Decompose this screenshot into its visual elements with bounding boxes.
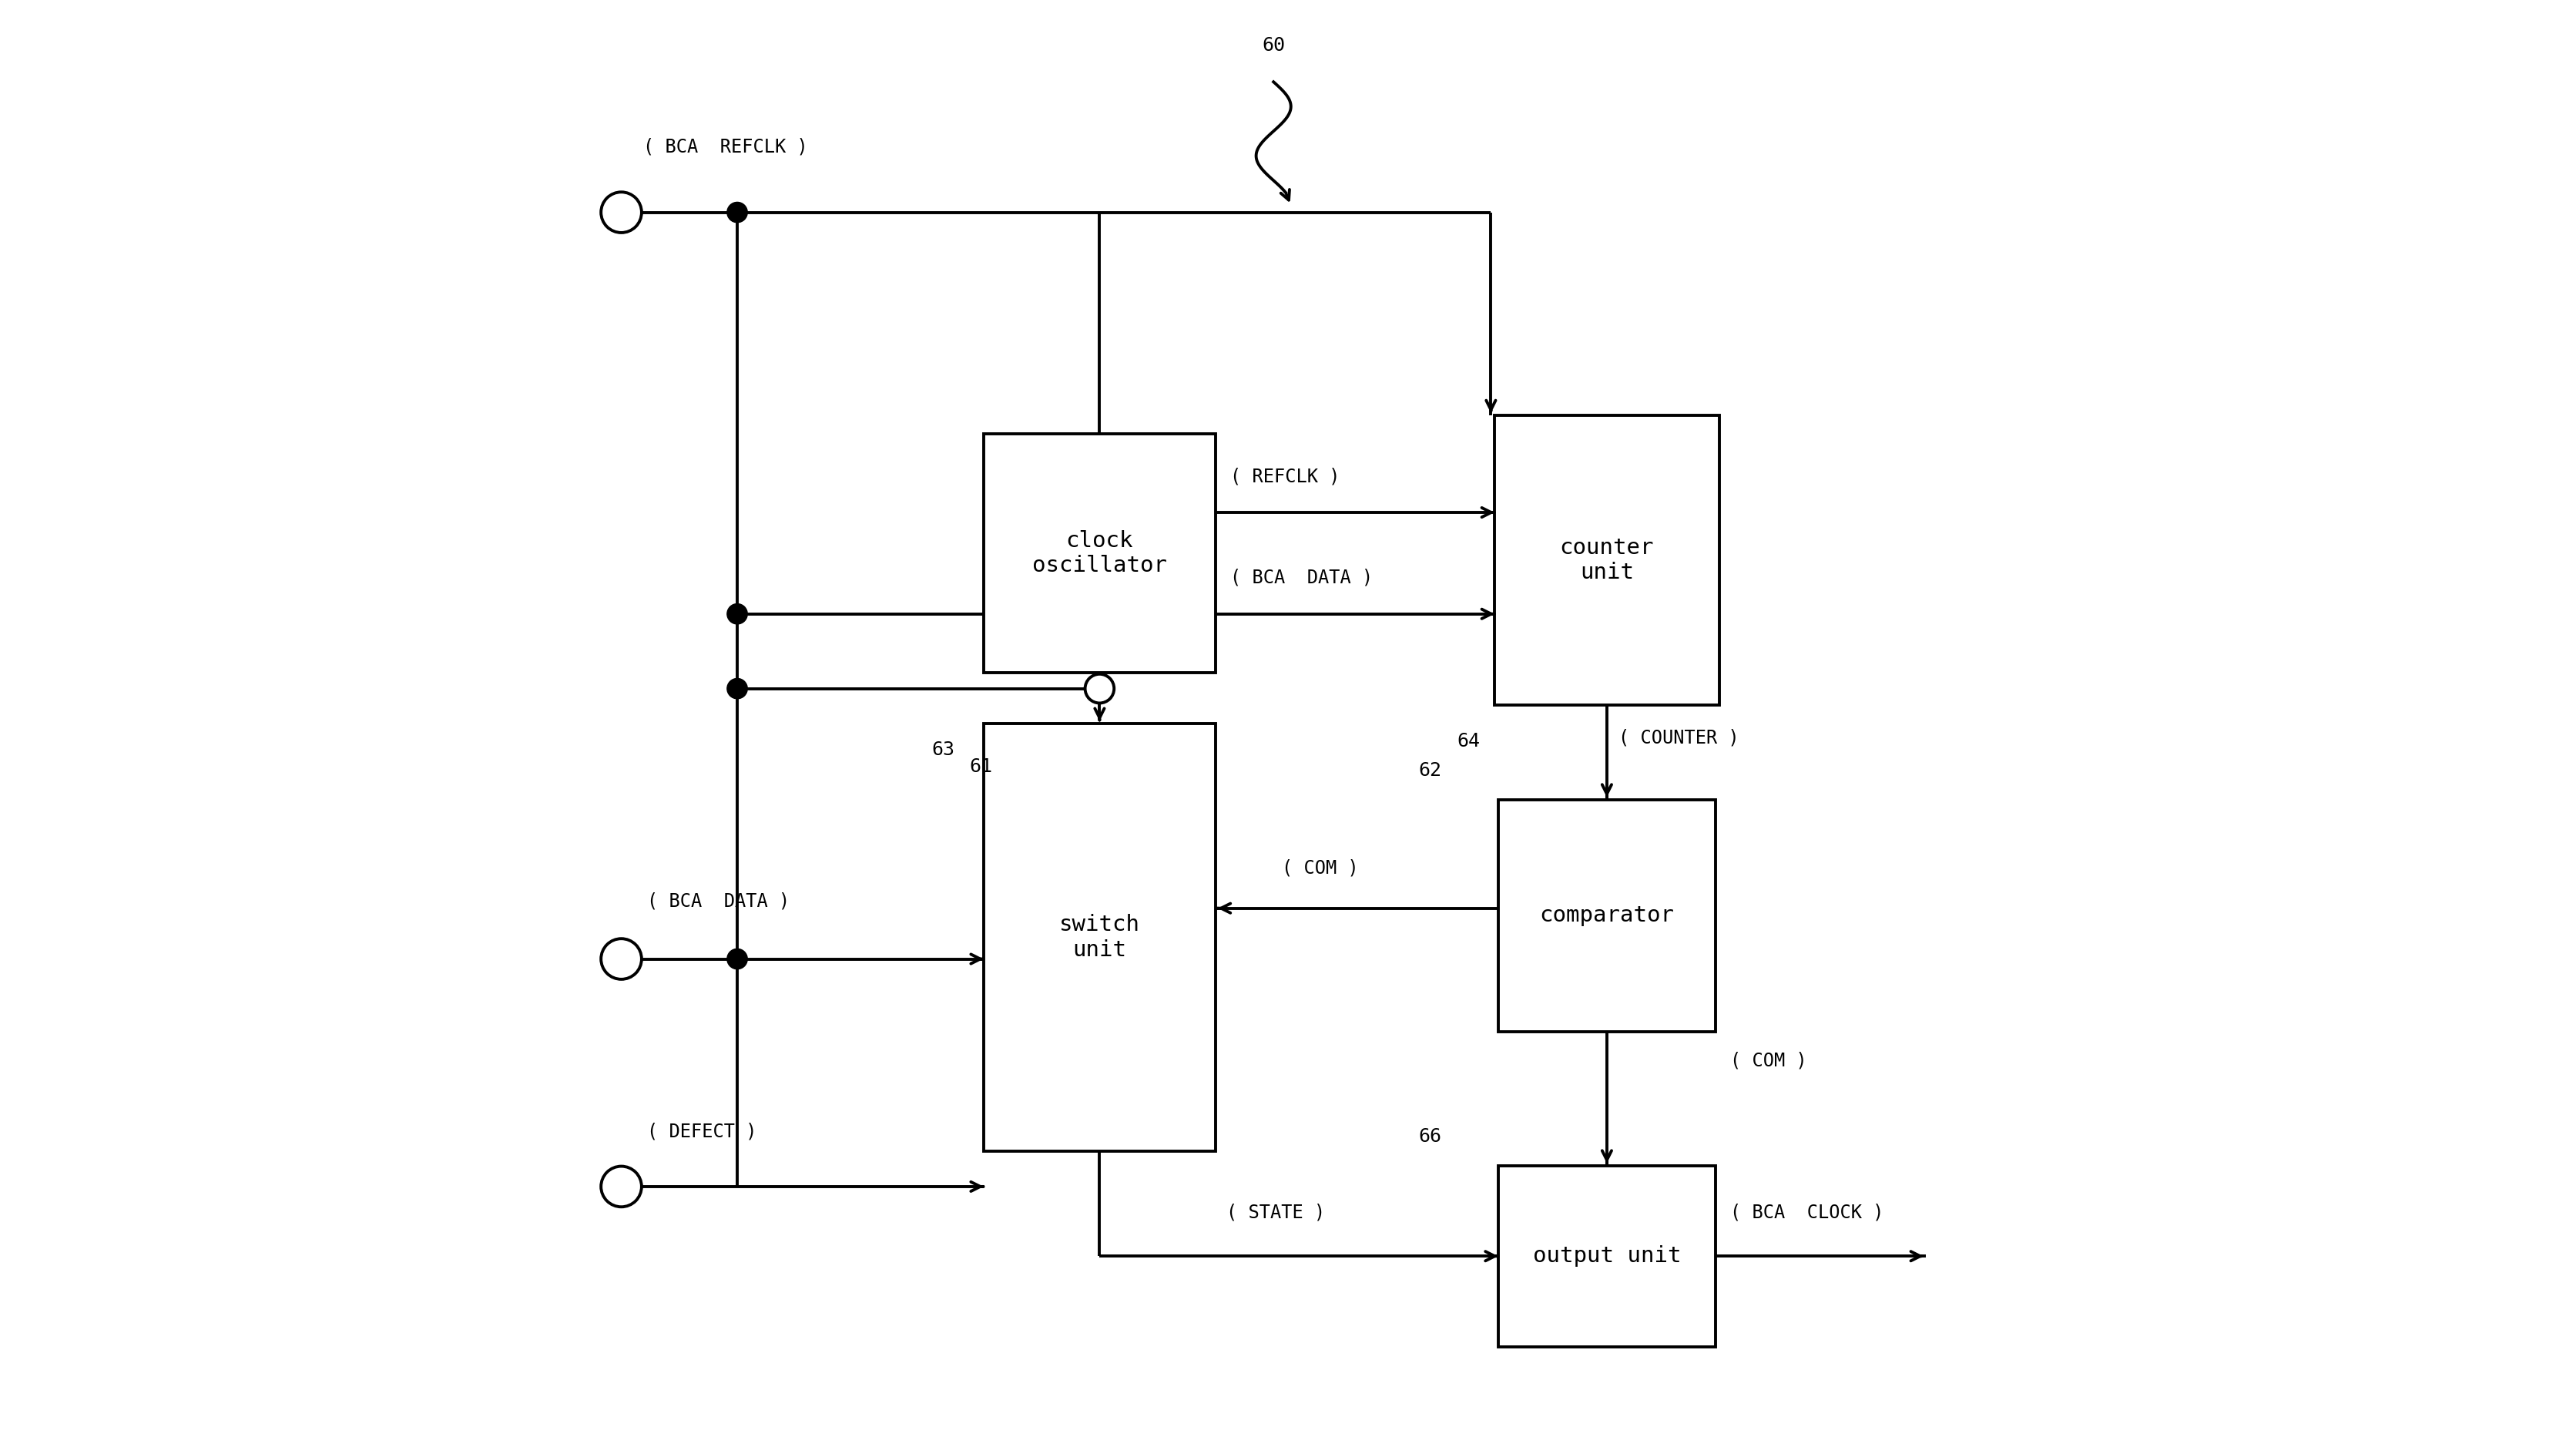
Text: ( BCA  CLOCK ): ( BCA CLOCK ) [1731, 1204, 1883, 1221]
Text: 63: 63 [933, 740, 956, 759]
Text: ( REFCLK ): ( REFCLK ) [1229, 467, 1340, 486]
Circle shape [600, 192, 641, 233]
Text: ( STATE ): ( STATE ) [1226, 1204, 1324, 1221]
Text: comparator: comparator [1540, 904, 1674, 926]
Text: ( BCA  DATA ): ( BCA DATA ) [647, 891, 791, 910]
Text: ( DEFECT ): ( DEFECT ) [647, 1122, 757, 1141]
Text: 66: 66 [1419, 1127, 1443, 1146]
FancyBboxPatch shape [984, 433, 1216, 673]
Circle shape [600, 939, 641, 979]
Text: 61: 61 [969, 758, 992, 776]
Text: clock
oscillator: clock oscillator [1033, 529, 1167, 576]
Text: ( COUNTER ): ( COUNTER ) [1618, 728, 1739, 747]
Circle shape [726, 679, 747, 699]
Circle shape [726, 603, 747, 624]
FancyBboxPatch shape [984, 724, 1216, 1152]
FancyBboxPatch shape [1494, 416, 1718, 705]
Circle shape [726, 202, 747, 222]
Circle shape [1084, 675, 1113, 704]
Text: ( COM ): ( COM ) [1731, 1051, 1806, 1070]
Text: ( BCA  DATA ): ( BCA DATA ) [1229, 569, 1373, 587]
Circle shape [600, 1166, 641, 1207]
Circle shape [726, 949, 747, 970]
Text: counter
unit: counter unit [1558, 537, 1654, 583]
Text: ( COM ): ( COM ) [1283, 858, 1360, 877]
Text: 60: 60 [1262, 36, 1285, 55]
Text: output unit: output unit [1533, 1246, 1682, 1266]
Text: ( BCA  REFCLK ): ( BCA REFCLK ) [644, 138, 809, 157]
Text: switch
unit: switch unit [1059, 915, 1141, 961]
Text: 62: 62 [1419, 762, 1443, 779]
FancyBboxPatch shape [1499, 800, 1716, 1031]
FancyBboxPatch shape [1499, 1166, 1716, 1346]
Text: 64: 64 [1458, 733, 1481, 750]
